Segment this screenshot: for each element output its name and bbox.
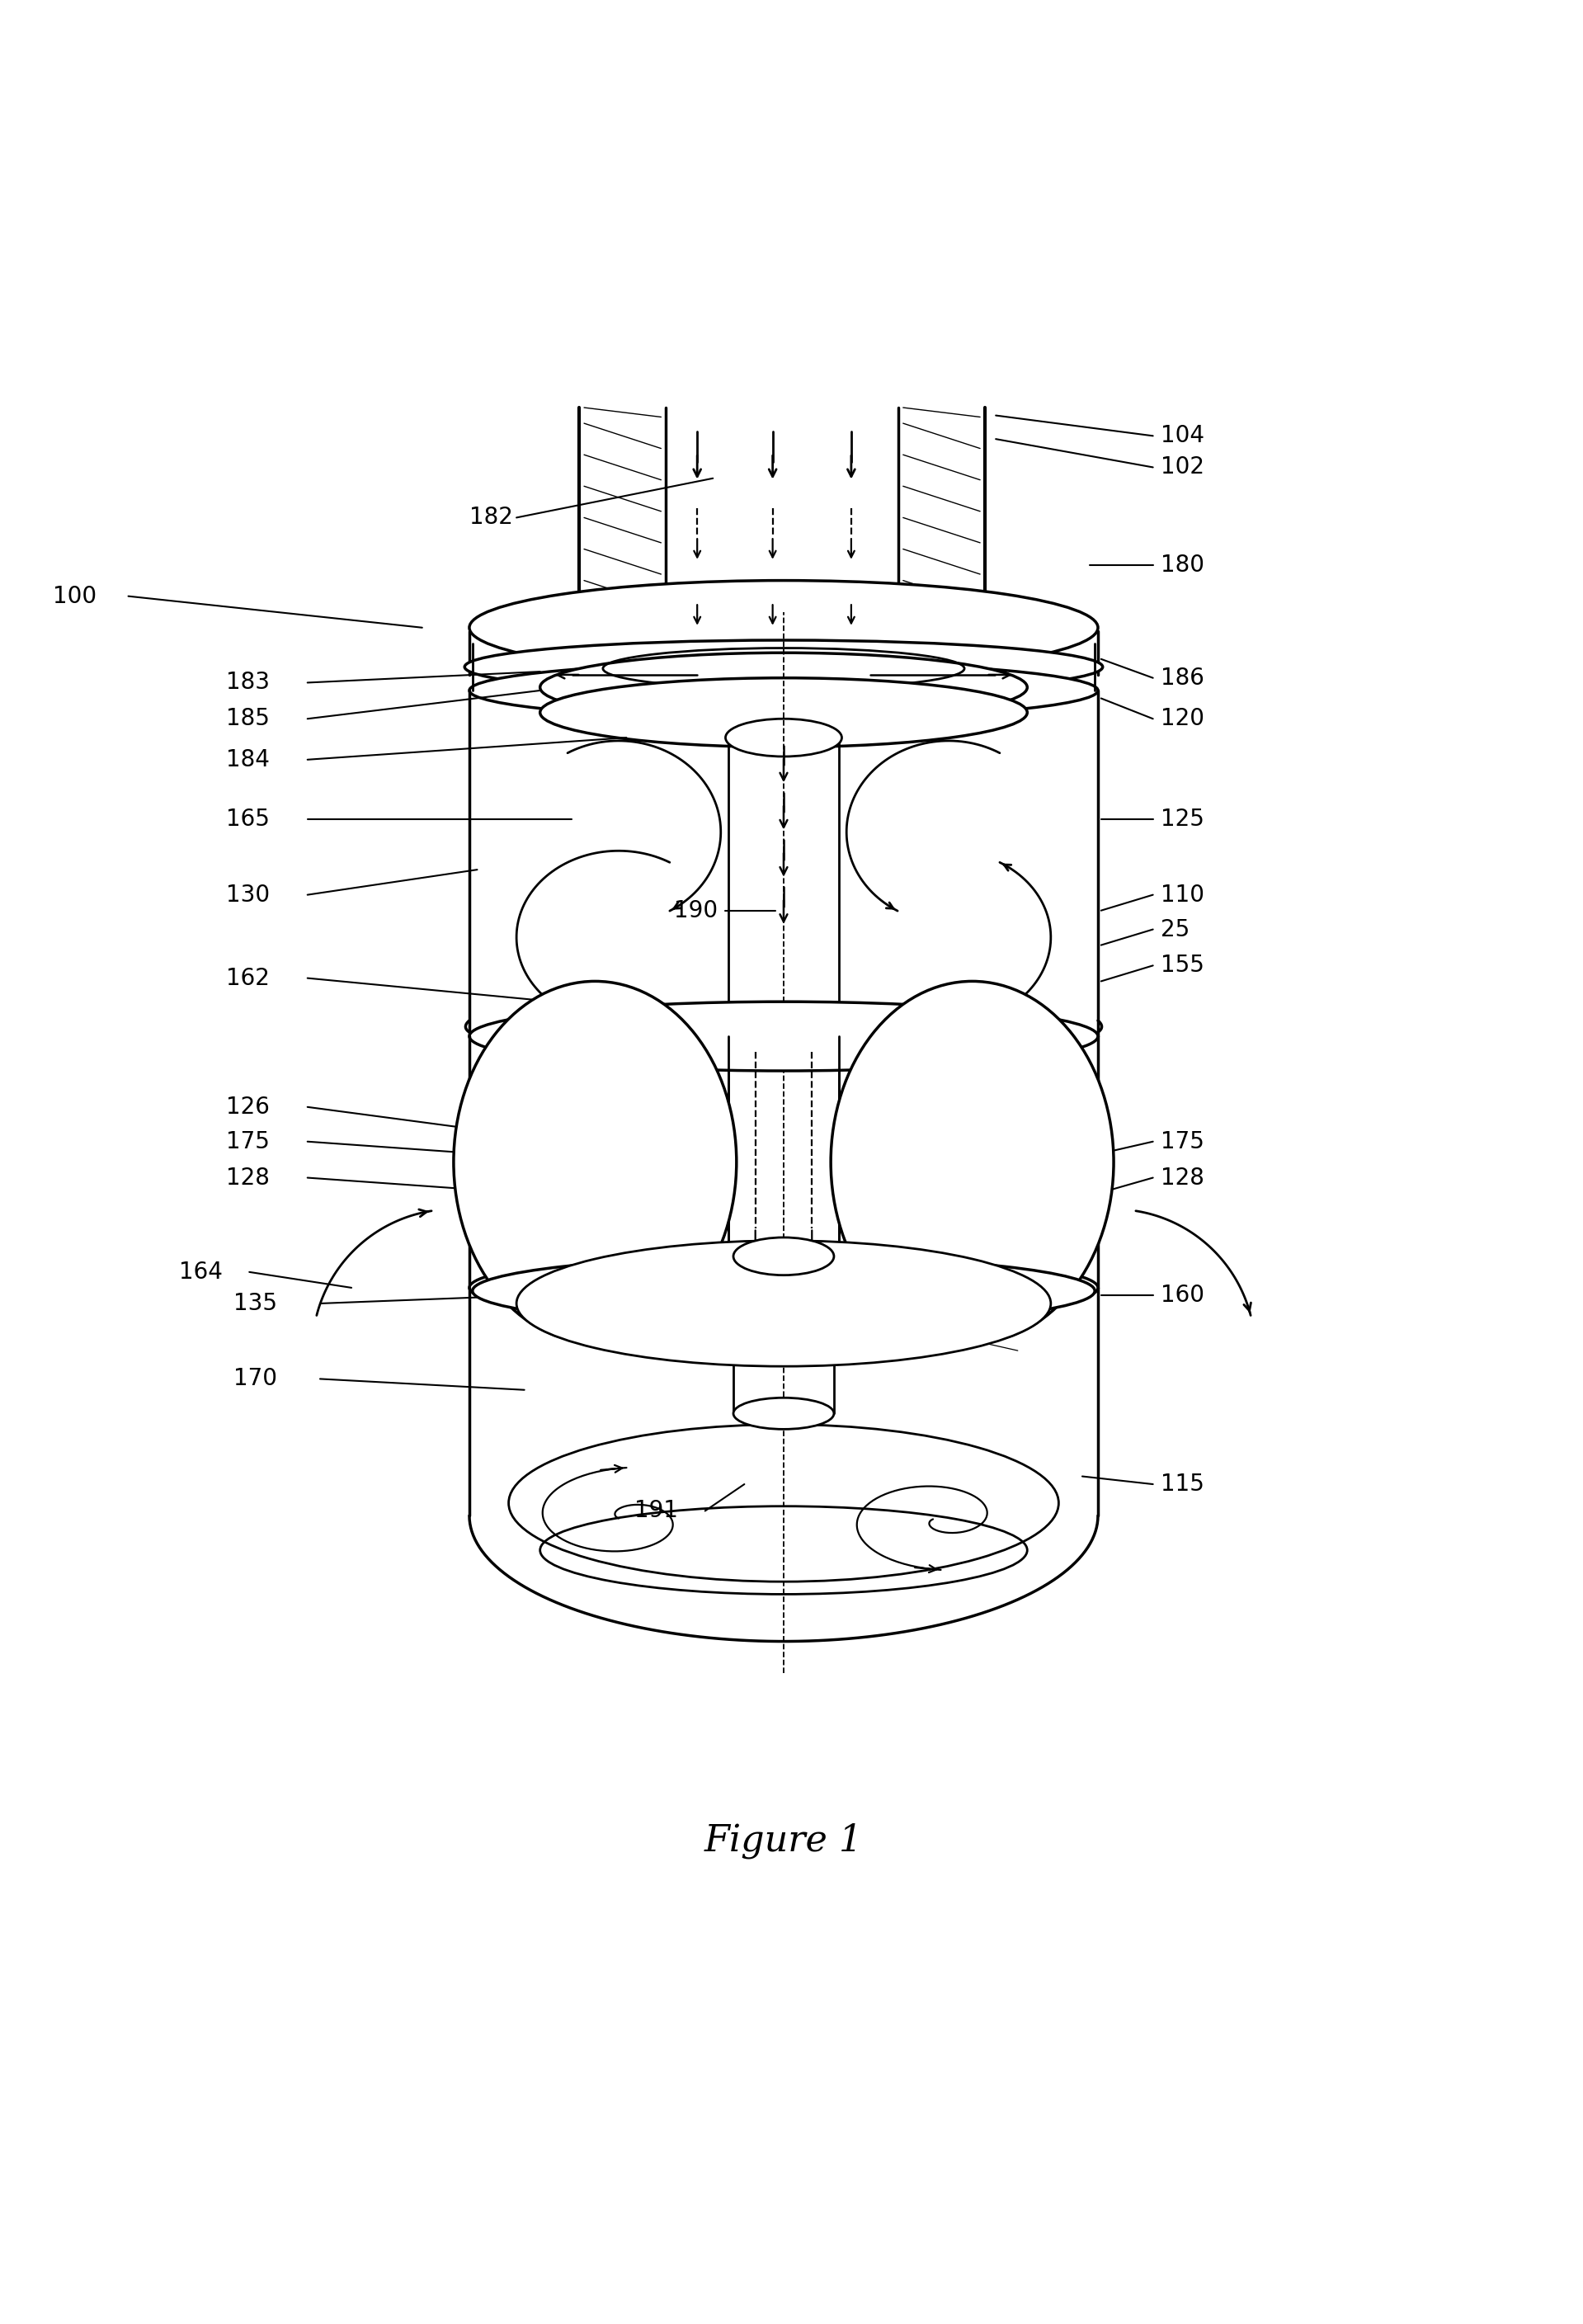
Ellipse shape bbox=[469, 662, 1099, 718]
Ellipse shape bbox=[469, 581, 1099, 674]
Ellipse shape bbox=[733, 1397, 834, 1429]
Ellipse shape bbox=[469, 1002, 1099, 1071]
Text: 115: 115 bbox=[1160, 1473, 1205, 1497]
Text: 175: 175 bbox=[1160, 1129, 1205, 1153]
Ellipse shape bbox=[516, 1241, 1051, 1367]
Text: 180: 180 bbox=[1160, 553, 1205, 576]
Text: 120: 120 bbox=[1160, 706, 1205, 730]
Text: 125: 125 bbox=[1160, 809, 1205, 832]
Text: 130: 130 bbox=[226, 883, 269, 906]
Ellipse shape bbox=[733, 1236, 834, 1276]
Text: 104: 104 bbox=[1160, 425, 1205, 449]
Text: 165: 165 bbox=[226, 809, 269, 832]
Text: 183: 183 bbox=[226, 672, 269, 695]
Ellipse shape bbox=[831, 981, 1114, 1343]
Text: 100: 100 bbox=[52, 586, 97, 609]
Ellipse shape bbox=[472, 1257, 1095, 1325]
Text: Figure 1: Figure 1 bbox=[704, 1822, 863, 1859]
Text: 128: 128 bbox=[1160, 1167, 1205, 1190]
Text: 102: 102 bbox=[1160, 456, 1205, 479]
Ellipse shape bbox=[540, 679, 1027, 746]
Text: 160: 160 bbox=[1160, 1285, 1205, 1306]
Text: 25: 25 bbox=[1160, 918, 1190, 941]
Text: 190: 190 bbox=[674, 899, 717, 923]
Text: 175: 175 bbox=[226, 1129, 269, 1153]
Ellipse shape bbox=[540, 653, 1027, 723]
Ellipse shape bbox=[454, 981, 736, 1343]
Ellipse shape bbox=[725, 718, 842, 758]
Text: 182: 182 bbox=[469, 507, 513, 530]
Text: 185: 185 bbox=[226, 706, 269, 730]
Text: 128: 128 bbox=[226, 1167, 269, 1190]
Text: 135: 135 bbox=[234, 1292, 277, 1315]
Text: 191: 191 bbox=[635, 1499, 678, 1522]
Text: 186: 186 bbox=[1160, 667, 1205, 690]
Text: 126: 126 bbox=[226, 1095, 269, 1118]
Text: 110: 110 bbox=[1160, 883, 1205, 906]
Ellipse shape bbox=[465, 639, 1103, 693]
Ellipse shape bbox=[469, 1253, 1099, 1322]
Text: 184: 184 bbox=[226, 748, 269, 772]
Text: 162: 162 bbox=[226, 967, 269, 990]
Text: 170: 170 bbox=[234, 1367, 277, 1390]
Text: 164: 164 bbox=[179, 1260, 222, 1283]
Text: 155: 155 bbox=[1160, 953, 1205, 976]
